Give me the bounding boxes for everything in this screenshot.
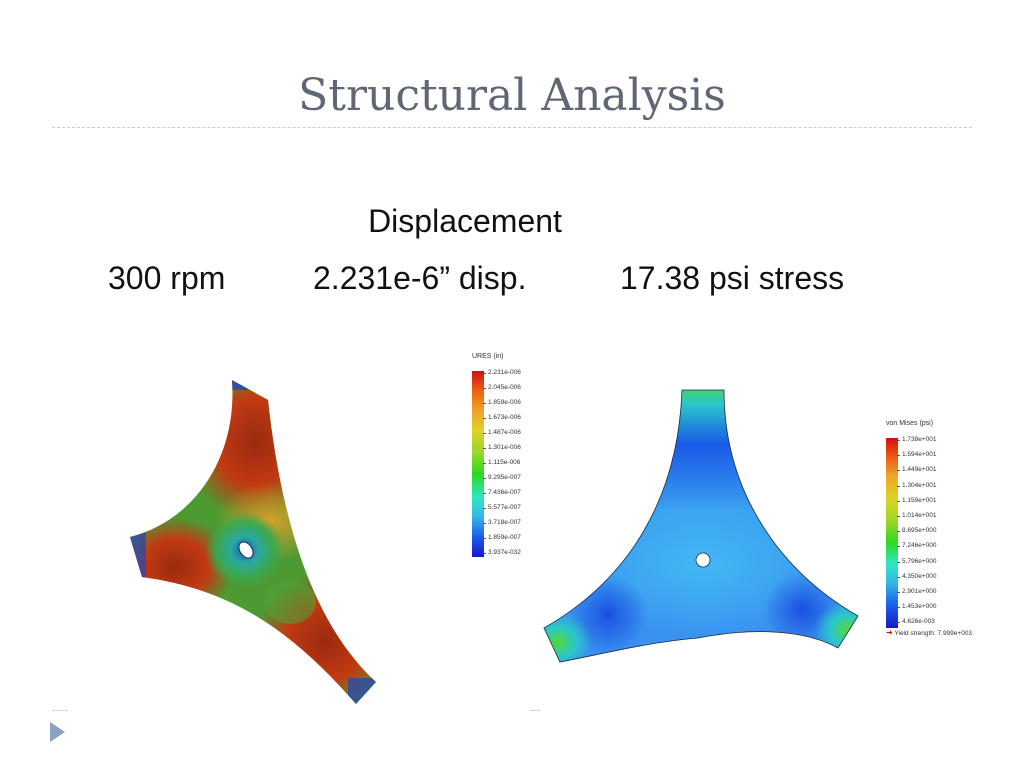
legend-tick: 1.014e+001 <box>897 512 937 519</box>
legend-tick: 8.695e+000 <box>897 527 937 535</box>
legend-tick: 7.436e-007 <box>483 489 521 496</box>
title-divider <box>52 127 972 128</box>
legend-tick: 2.901e+000 <box>897 588 937 595</box>
footer-dash-mid <box>530 710 540 711</box>
triangle-right-icon <box>50 722 65 742</box>
legend-tick: 4.626e-003 <box>897 618 935 626</box>
legend-tick: 3.718e-007 <box>483 519 521 526</box>
legend-tick: 7.246e+000 <box>897 542 937 550</box>
rpm-stat: 300 rpm <box>108 260 226 296</box>
legend-tick: 5.577e-007 <box>483 504 521 511</box>
arrow-right-icon: ➜ <box>886 628 893 637</box>
legend-tick: 1.115e-006 <box>482 459 521 466</box>
section-heading: Displacement <box>368 203 562 239</box>
legend-tick: 1.859e-006 <box>483 399 521 406</box>
legend-tick: 1.859e-007 <box>483 534 521 541</box>
displacement-legend-title: URES (in) <box>472 353 504 360</box>
legend-tick: 2.231e-006 <box>483 369 521 376</box>
footer-dash-left <box>52 710 68 711</box>
legend-tick: 1.449e+001 <box>897 466 937 474</box>
legend-tick: 1.159e+001 <box>897 496 937 504</box>
legend-tick: 3.937e-032 <box>483 549 521 556</box>
stress-contour-plot <box>543 389 859 663</box>
legend-tick: 9.295e-007 <box>483 474 521 481</box>
stress-legend: von Mises (psi) 1.738e+001 1.594e+001 1.… <box>886 420 996 650</box>
displacement-legend: URES (in) 2.231e-006 2.045e-006 1.859e-0… <box>472 353 542 563</box>
slide-title: Structural Analysis <box>298 70 726 121</box>
legend-tick: 1.453e+000 <box>897 603 937 611</box>
displacement-color-bar <box>472 371 484 557</box>
stress-color-bar <box>886 438 898 628</box>
displacement-stat: 2.231e-6” disp. <box>313 260 527 296</box>
legend-tick: 1.487e-006 <box>483 429 521 436</box>
yield-strength-marker: ➜ Yield strength: 7.999e+003 <box>886 628 972 637</box>
legend-tick: 1.673e-006 <box>483 414 521 421</box>
stress-legend-title: von Mises (psi) <box>886 420 934 427</box>
legend-tick: 1.738e+001 <box>897 436 937 443</box>
yield-strength-label: Yield strength: 7.999e+003 <box>894 630 973 637</box>
stress-stat: 17.38 psi stress <box>620 260 845 296</box>
displacement-contour-plot <box>130 380 376 704</box>
legend-tick: 1.301e-006 <box>483 444 521 451</box>
legend-tick: 4.350e+000 <box>897 572 937 580</box>
legend-tick: 1.594e+001 <box>897 451 937 459</box>
legend-tick: 2.045e-006 <box>483 384 521 391</box>
legend-tick: 1.304e+001 <box>897 481 937 489</box>
legend-tick: 5.796e+000 <box>897 557 937 565</box>
